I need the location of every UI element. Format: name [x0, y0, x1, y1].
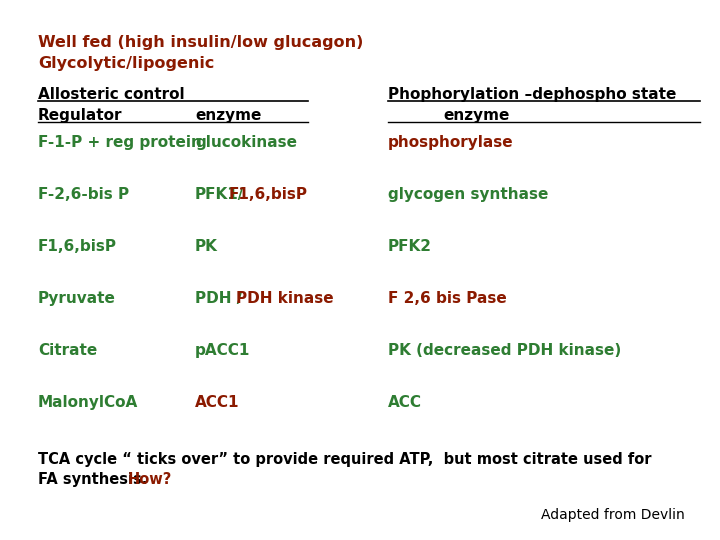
Text: PK: PK: [195, 239, 218, 254]
Text: MalonylCoA: MalonylCoA: [38, 395, 138, 410]
Text: Allosteric control: Allosteric control: [38, 87, 184, 102]
Text: F1,6,bisP: F1,6,bisP: [38, 239, 117, 254]
Text: PDH /: PDH /: [195, 291, 248, 306]
Text: PDH kinase: PDH kinase: [236, 291, 333, 306]
Text: Citrate: Citrate: [38, 343, 97, 358]
Text: Phophorylation –dephospho state: Phophorylation –dephospho state: [388, 87, 676, 102]
Text: How?: How?: [127, 472, 172, 487]
Text: pACC1: pACC1: [195, 343, 251, 358]
Text: ACC: ACC: [388, 395, 422, 410]
Text: PK (decreased PDH kinase): PK (decreased PDH kinase): [388, 343, 621, 358]
Text: enzyme: enzyme: [443, 108, 509, 123]
Text: PFK2: PFK2: [388, 239, 432, 254]
Text: glycogen synthase: glycogen synthase: [388, 187, 549, 202]
Text: TCA cycle “ ticks over” to provide required ATP,  but most citrate used for: TCA cycle “ ticks over” to provide requi…: [38, 452, 652, 467]
Text: Adapted from Devlin: Adapted from Devlin: [541, 508, 685, 522]
Text: ACC1: ACC1: [195, 395, 240, 410]
Text: glucokinase: glucokinase: [195, 135, 297, 150]
Text: FA synthesis.: FA synthesis.: [38, 472, 158, 487]
Text: enzyme: enzyme: [195, 108, 261, 123]
Text: F1,6,bisP: F1,6,bisP: [229, 187, 308, 202]
Text: PFK1/: PFK1/: [195, 187, 244, 202]
Text: F-1-P + reg protein: F-1-P + reg protein: [38, 135, 202, 150]
Text: Regulator: Regulator: [38, 108, 122, 123]
Text: F 2,6 bis Pase: F 2,6 bis Pase: [388, 291, 507, 306]
Text: Glycolytic/lipogenic: Glycolytic/lipogenic: [38, 56, 215, 71]
Text: Well fed (high insulin/low glucagon): Well fed (high insulin/low glucagon): [38, 35, 364, 50]
Text: Pyruvate: Pyruvate: [38, 291, 116, 306]
Text: phosphorylase: phosphorylase: [388, 135, 513, 150]
Text: F-2,6-bis P: F-2,6-bis P: [38, 187, 129, 202]
